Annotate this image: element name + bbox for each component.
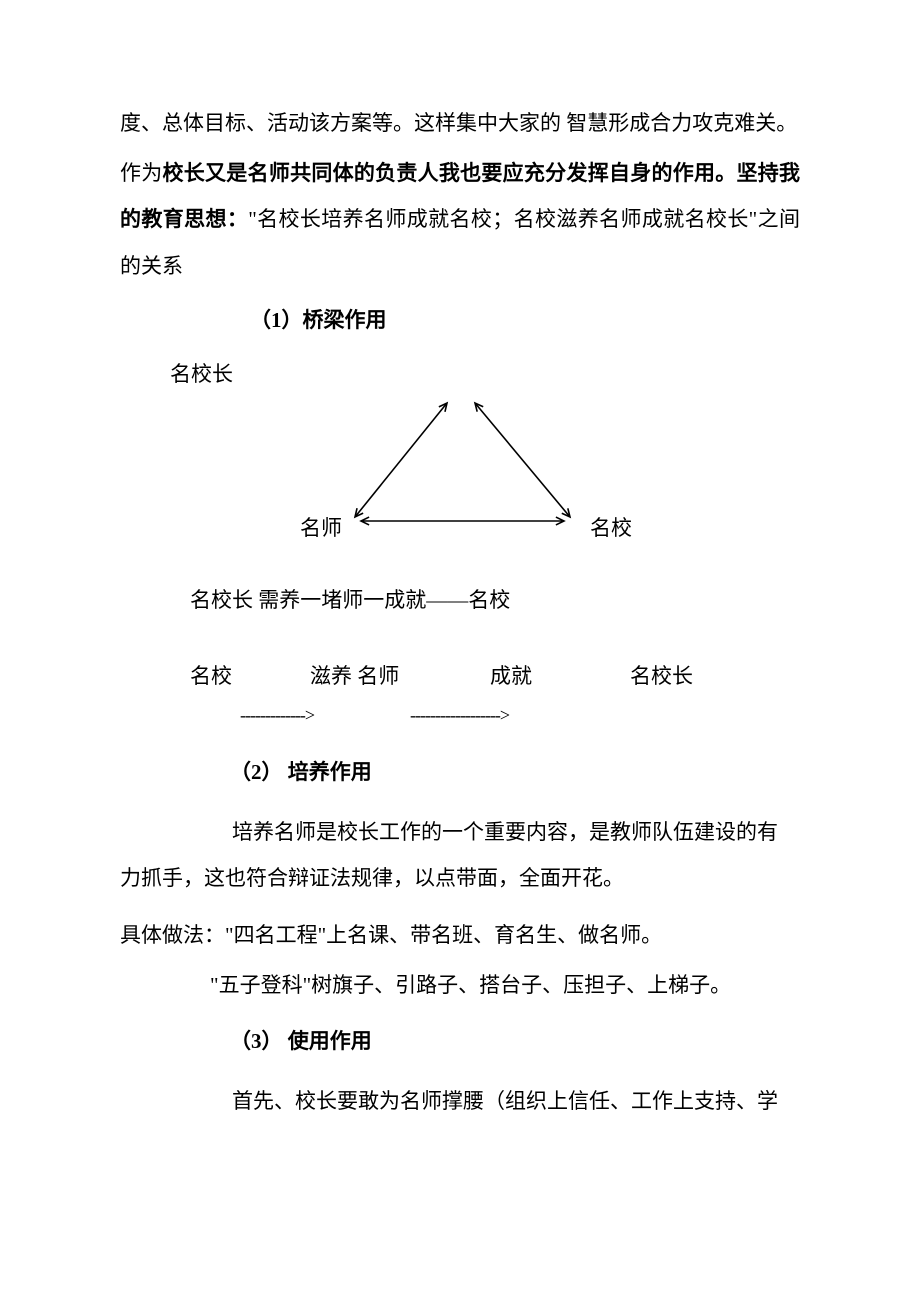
r2-c3: 成就 <box>490 653 630 699</box>
r2-c1: 名校 <box>190 653 310 699</box>
document-page: 度、总体目标、活动该方案等。这样集中大家的 智慧形成合力攻克难关。 作为校长又是… <box>0 0 920 1302</box>
arrow-1: -------------> <box>240 696 410 736</box>
paragraph-2: 作为校长又是名师共同体的负责人我也要应充分发挥自身的作用。坚持我的教育思想："名… <box>120 150 800 289</box>
paragraph-4: 具体做法："四名工程"上名课、带名班、育名生、做名师。 <box>120 912 800 958</box>
r2-c2: 滋养 名师 <box>310 653 490 699</box>
r2-c4: 名校长 <box>630 653 693 699</box>
arrow-2: ------------------> <box>410 696 509 736</box>
paragraph-6: 首先、校长要敢为名师撑腰（组织上信任、工作上支持、学 <box>190 1078 800 1124</box>
row-arrows: -------------> ------------------> <box>190 696 800 736</box>
paragraph-3b: 力抓手，这也符合辩证法规律，以点带面，全面开花。 <box>120 855 800 901</box>
p2-prefix: 作为 <box>120 161 163 185</box>
row-labels: 名校 滋养 名师 成就 名校长 <box>190 653 800 699</box>
relation-line-2: 名校 滋养 名师 成就 名校长 -------------> ---------… <box>190 653 800 735</box>
heading-use-effect: （3） 使用作用 <box>230 1018 800 1064</box>
triangle-right-label: 名校 <box>590 505 632 551</box>
triangle-left-label: 名师 <box>300 505 342 551</box>
paragraph-5: "五子登科"树旗子、引路子、搭台子、压担子、上梯子。 <box>210 968 800 1004</box>
paragraph-1: 度、总体目标、活动该方案等。这样集中大家的 智慧形成合力攻克难关。 <box>120 100 800 146</box>
heading-cultivate-effect: （2） 培养作用 <box>230 749 800 795</box>
relation-line-1: 名校长 需养一堵师一成就——名校 <box>190 577 800 623</box>
heading-bridge-effect: （1）桥梁作用 <box>250 297 800 343</box>
triangle-diagram: 名师 名校 <box>280 387 680 547</box>
paragraph-3a: 培养名师是校长工作的一个重要内容，是教师队伍建设的有 <box>190 809 800 855</box>
